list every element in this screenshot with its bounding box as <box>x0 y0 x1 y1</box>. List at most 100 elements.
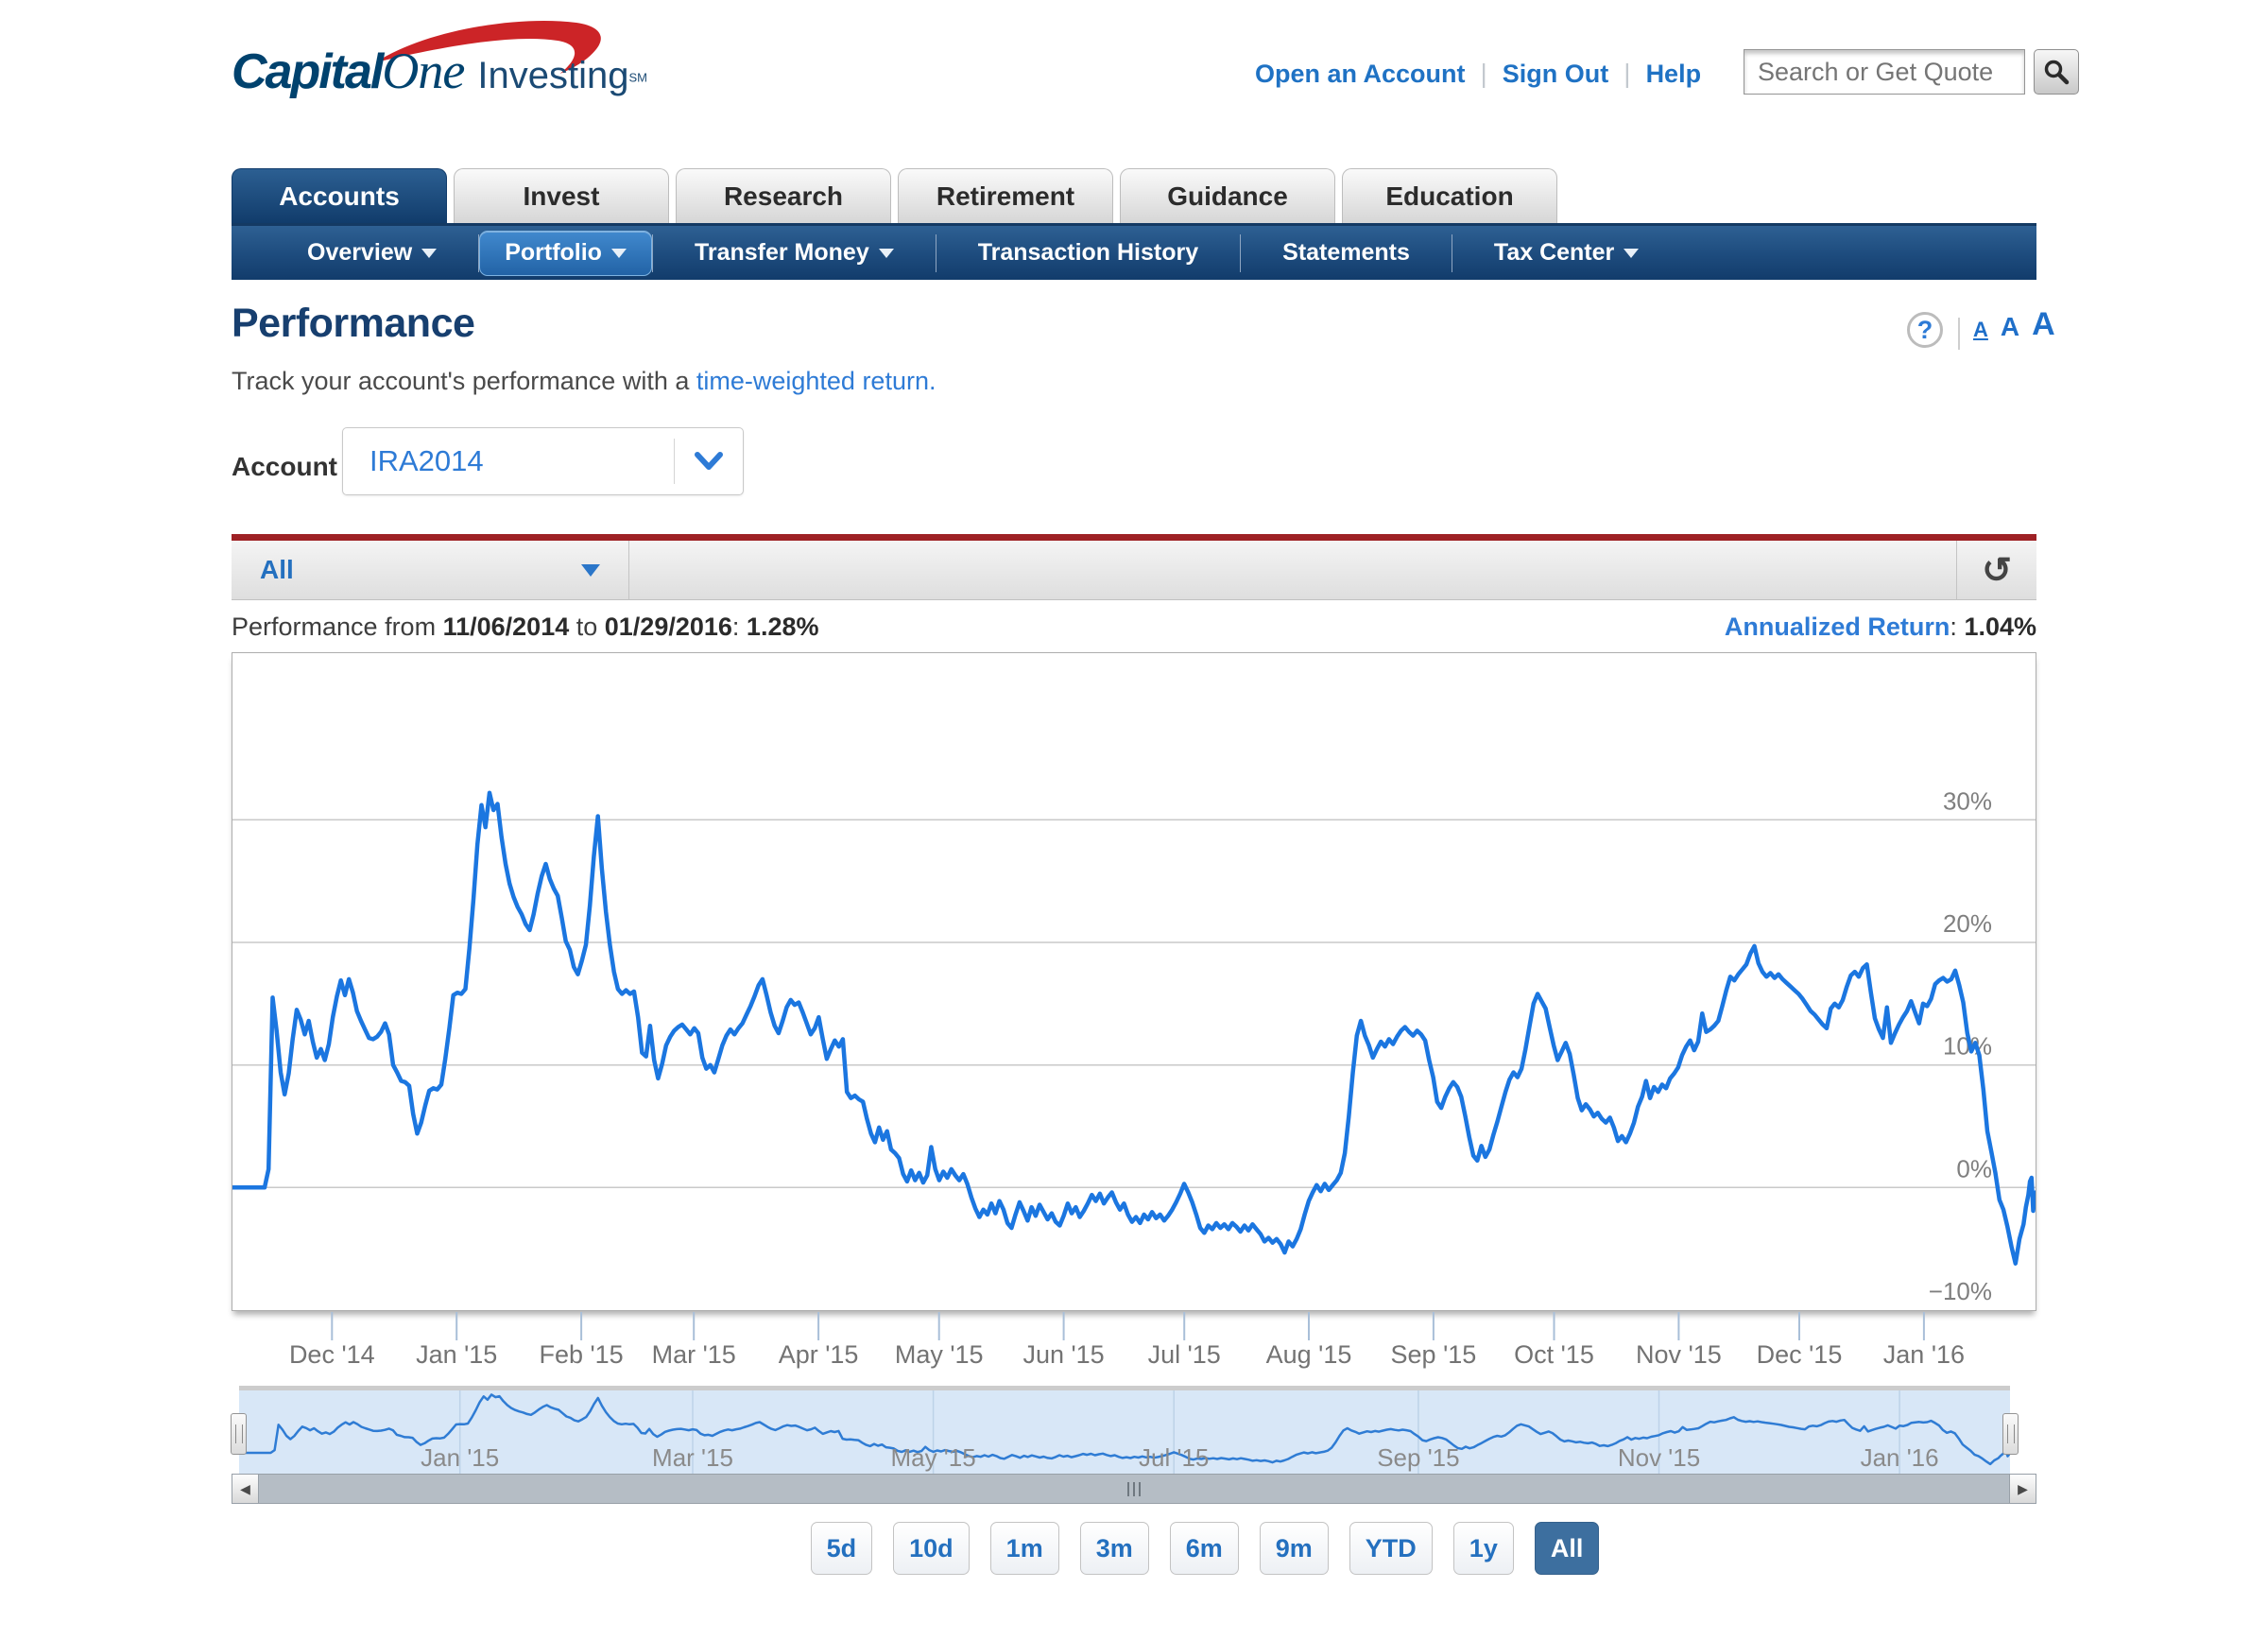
performance-chart[interactable]: 30% 20% 10% 0% −10% <box>230 652 2038 1311</box>
tab-accounts[interactable]: Accounts <box>232 168 447 223</box>
search-icon <box>2044 60 2070 85</box>
performance-chart-plot: 30%20%10%0%−10% <box>230 786 2038 1305</box>
tab-research[interactable]: Research <box>676 168 891 223</box>
annualized-return-value: 1.04% <box>1964 613 2036 641</box>
annualized-separator: : <box>1950 613 1965 641</box>
main-nav-tabs: Accounts Invest Research Retirement Guidance… <box>232 168 1557 223</box>
y-axis-label: 20% <box>1943 909 1992 938</box>
account-dropdown-divider <box>674 439 675 484</box>
subnav-item-label: Transaction History <box>977 239 1199 266</box>
time-weighted-return-link[interactable]: time-weighted return. <box>696 367 936 395</box>
tab-retirement[interactable]: Retirement <box>898 168 1113 223</box>
chart-navigator[interactable]: Jan '15 Mar '15 May '15 Jul '15 Sep '15 Nov '… <box>231 1386 2019 1474</box>
chevron-down-icon <box>878 248 894 258</box>
account-subnav: Overview Portfolio Transfer Money Transacti… <box>232 223 2036 280</box>
summary-joiner: to <box>569 613 605 641</box>
subnav-item-overview[interactable]: Overview <box>266 234 478 272</box>
subnav-item-transaction-history[interactable]: Transaction History <box>936 234 1240 272</box>
subtitle-text: Track your account's performance with a <box>232 367 696 395</box>
tab-education[interactable]: Education <box>1342 168 1557 223</box>
navigator-month-label: Sep '15 <box>1377 1443 1459 1472</box>
y-axis-label: −10% <box>1929 1277 1992 1305</box>
range-button-ytd[interactable]: YTD <box>1349 1522 1433 1575</box>
subnav-item-transfer-money[interactable]: Transfer Money <box>653 234 936 272</box>
logo-product-text: Investing <box>477 55 629 96</box>
subnav-item-statements[interactable]: Statements <box>1241 234 1452 272</box>
subnav-item-label: Portfolio <box>505 239 602 266</box>
x-axis-label: Nov '15 <box>1636 1340 1722 1369</box>
tab-invest[interactable]: Invest <box>454 168 669 223</box>
font-size-medium-button[interactable]: A <box>2000 312 2020 341</box>
performance-summary: Performance from 11/06/2014 to 01/29/201… <box>232 613 818 642</box>
range-button-10d[interactable]: 10d <box>893 1522 970 1575</box>
scroll-right-button[interactable]: ▶ <box>2009 1475 2036 1503</box>
toolbar-divider <box>628 540 629 600</box>
page-title: Performance <box>232 301 475 346</box>
x-axis-label: Jul '15 <box>1148 1340 1221 1369</box>
toolbar-divider <box>1956 540 1957 600</box>
y-axis-label: 0% <box>1956 1154 1992 1183</box>
account-dropdown[interactable]: IRA2014 <box>342 427 744 495</box>
header-link-help[interactable]: Help <box>1645 59 1702 88</box>
header-link-open-an-account[interactable]: Open an Account <box>1255 59 1466 88</box>
x-axis-label: Dec '14 <box>289 1340 375 1369</box>
subnav-item-tax-center[interactable]: Tax Center <box>1452 234 1680 272</box>
chart-toolbar: All ↺ <box>232 534 2036 600</box>
subnav-item-label: Overview <box>307 239 413 266</box>
range-button-1m[interactable]: 1m <box>989 1522 1059 1575</box>
range-button-5d[interactable]: 5d <box>810 1522 873 1575</box>
tab-guidance[interactable]: Guidance <box>1120 168 1335 223</box>
annualized-return-link[interactable]: Annualized Return <box>1724 613 1950 641</box>
account-dropdown-button[interactable] <box>675 451 743 472</box>
range-button-9m[interactable]: 9m <box>1259 1522 1329 1575</box>
font-size-large-button[interactable]: A <box>2032 306 2055 342</box>
y-axis-label: 30% <box>1943 786 1992 815</box>
logo-sm-mark: SM <box>628 70 647 85</box>
summary-total-return: 1.28% <box>746 613 819 641</box>
navigator-month-label: Jan '16 <box>1861 1443 1939 1472</box>
subnav-item-label: Statements <box>1282 239 1410 266</box>
search-input[interactable] <box>1744 50 2024 94</box>
range-dropdown[interactable]: All <box>232 541 628 599</box>
x-axis-label: Feb '15 <box>539 1340 623 1369</box>
subnav-divider <box>478 233 480 272</box>
scrollbar-track[interactable] <box>259 1475 2009 1503</box>
subnav-item-label: Tax Center <box>1493 239 1615 266</box>
subnav-item-label: Transfer Money <box>694 239 869 266</box>
range-button-6m[interactable]: 6m <box>1169 1522 1239 1575</box>
x-axis-label: Jan '16 <box>1883 1340 1965 1369</box>
range-button-1y[interactable]: 1y <box>1452 1522 1514 1575</box>
header-link-sign-out[interactable]: Sign Out <box>1502 59 1609 88</box>
scroll-left-button[interactable]: ◀ <box>232 1475 259 1503</box>
summary-separator: : <box>731 613 747 641</box>
account-dropdown-value: IRA2014 <box>369 444 484 477</box>
summary-start-date: 11/06/2014 <box>442 613 570 641</box>
navigator-left-handle[interactable] <box>231 1413 247 1455</box>
dropdown-arrow-icon <box>581 563 600 577</box>
navigator-right-handle[interactable] <box>2002 1413 2019 1455</box>
x-axis-label: Jan '15 <box>416 1340 497 1369</box>
chart-x-axis: Dec '14 Jan '15 Feb '15 Mar '15 Apr '15 May '… <box>232 1312 2036 1371</box>
header-link-divider: | <box>1480 59 1487 88</box>
x-axis-label: May '15 <box>895 1340 984 1369</box>
search-button[interactable] <box>2034 49 2079 95</box>
subnav-item-portfolio[interactable]: Portfolio <box>479 230 652 276</box>
help-icon[interactable]: ? <box>1907 312 1943 348</box>
x-axis-label: Mar '15 <box>652 1340 736 1369</box>
handle-grip-icon <box>2006 1424 2015 1443</box>
page-subtitle: Track your account's performance with a … <box>232 367 936 396</box>
x-axis-label: Dec '15 <box>1757 1340 1843 1369</box>
handle-grip-icon <box>234 1424 243 1443</box>
range-button-3m[interactable]: 3m <box>1079 1522 1149 1575</box>
reset-zoom-button[interactable]: ↺ <box>1982 550 2012 591</box>
range-button-all[interactable]: All <box>1534 1522 1600 1575</box>
logo-capital-text: Capital <box>232 44 384 99</box>
search-box <box>1744 49 2025 95</box>
navigator-month-label: Mar '15 <box>652 1443 733 1472</box>
font-size-small-button[interactable]: A <box>1973 318 1988 341</box>
x-axis-label: Oct '15 <box>1514 1340 1594 1369</box>
navigator-month-label: May '15 <box>890 1443 975 1472</box>
logo-swoosh-icon <box>375 20 601 74</box>
navigator-month-label: Jan '15 <box>421 1443 499 1472</box>
